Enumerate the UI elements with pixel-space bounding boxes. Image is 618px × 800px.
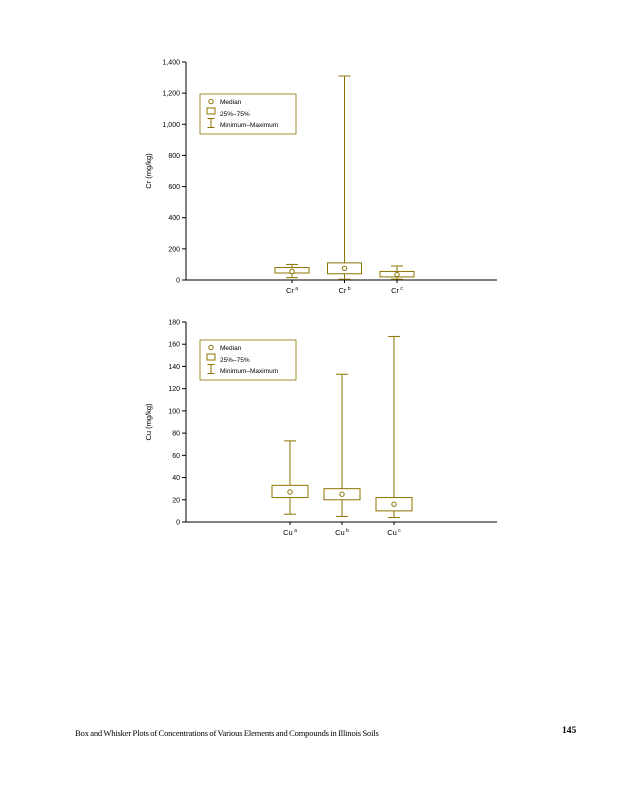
page-number: 145	[562, 726, 577, 736]
cr-boxplot-chart: 0 200 400 600 800 1,000 1,200 1,400 Cr a Cr b Cr c…	[140, 50, 510, 308]
whisker-marker-icon	[207, 364, 215, 374]
cu-boxplot-chart: 0 20 40 60 80 100 120 140 160 180 Cu a Cu b Cu c Cu (…	[140, 310, 510, 550]
y-tick-label: 1,000	[162, 122, 180, 129]
y-tick-label: 180	[168, 320, 180, 327]
median-marker	[287, 489, 293, 495]
legend-label-minmax: Minimum–Maximum	[220, 368, 278, 375]
legend-label-iqr: 25%–75%	[220, 357, 250, 364]
median-marker-icon	[208, 344, 214, 351]
legend: Median 25%–75% Minimum–Maximum	[199, 93, 297, 135]
y-axis-title: Cr (mg/kg)	[144, 153, 153, 189]
median-marker	[391, 501, 397, 507]
box-cu-c	[375, 335, 413, 519]
median-marker	[339, 491, 345, 497]
y-tick-label: 400	[168, 215, 180, 222]
median-marker	[341, 265, 348, 272]
y-tick-label: 1,400	[162, 60, 180, 67]
footer-caption: Box and Whisker Plots of Concentrations …	[75, 728, 379, 738]
y-axis-ticks: 0 20 40 60 80 100 120 140 160 180	[168, 320, 186, 527]
legend-frame	[199, 93, 297, 135]
y-tick-label: 140	[168, 364, 180, 371]
y-axis-title: Cu (mg/kg)	[144, 403, 153, 441]
y-tick-label: 80	[172, 431, 180, 438]
box-marker-icon	[206, 353, 216, 361]
box-cu-a	[271, 440, 309, 515]
box-cr-b	[327, 75, 362, 280]
y-tick-label: 120	[168, 386, 180, 393]
legend-label-median: Median	[220, 99, 242, 106]
legend-frame	[199, 339, 297, 381]
cr-chart-svg: 0 200 400 600 800 1,000 1,200 1,400 Cr a Cr b Cr c…	[144, 60, 497, 295]
x-category-label: Cu c	[387, 528, 401, 537]
y-tick-label: 1,200	[162, 91, 180, 98]
y-tick-label: 160	[168, 342, 180, 349]
y-tick-label: 0	[176, 520, 180, 527]
median-marker	[394, 271, 400, 278]
x-category-label: Cu a	[283, 528, 297, 537]
box-cr-c	[379, 265, 415, 280]
y-tick-label: 100	[168, 408, 180, 415]
y-tick-label: 40	[172, 475, 180, 482]
x-category-label: Cu b	[335, 528, 349, 537]
legend-label-median: Median	[220, 345, 242, 352]
y-tick-label: 20	[172, 497, 180, 504]
y-tick-label: 600	[168, 184, 180, 191]
box-marker-icon	[206, 107, 216, 115]
median-marker	[289, 268, 295, 275]
cu-chart-svg: 0 20 40 60 80 100 120 140 160 180 Cu a Cu b Cu c Cu (…	[144, 320, 497, 537]
legend-label-minmax: Minimum–Maximum	[220, 122, 278, 129]
x-category-label: Cr b	[338, 286, 350, 295]
x-category-label: Cr a	[286, 286, 298, 295]
y-tick-label: 0	[176, 278, 180, 285]
y-tick-label: 200	[168, 246, 180, 253]
axes	[185, 62, 497, 281]
y-tick-label: 800	[168, 153, 180, 160]
box-cu-b	[323, 373, 361, 517]
y-axis-ticks: 0 200 400 600 800 1,000 1,200 1,400	[162, 60, 186, 285]
legend-label-iqr: 25%–75%	[220, 111, 250, 118]
median-marker-icon	[208, 98, 214, 105]
x-axis-ticks: Cr a Cr b Cr c	[286, 280, 403, 295]
x-axis-ticks: Cu a Cu b Cu c	[283, 522, 401, 537]
x-category-label: Cr c	[391, 286, 403, 295]
box-cr-a	[274, 263, 310, 279]
whisker-marker-icon	[207, 118, 215, 128]
y-tick-label: 60	[172, 453, 180, 460]
legend: Median 25%–75% Minimum–Maximum	[199, 339, 297, 381]
